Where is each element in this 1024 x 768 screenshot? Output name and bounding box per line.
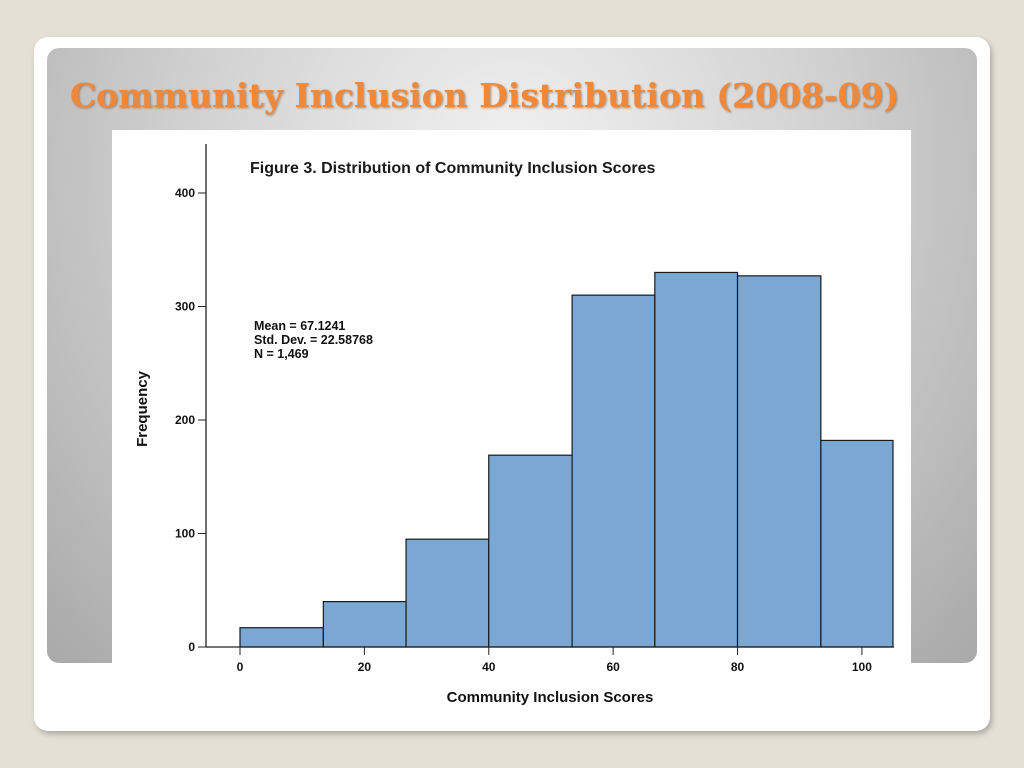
histogram-bar-5 [571,294,656,648]
x-tick-label: 40 [482,660,496,674]
y-tick-label: 0 [188,640,195,654]
stat-std-dev: Std. Dev. = 22.58768 [254,333,373,347]
histogram-bar-3 [405,538,490,648]
histogram-bar-1 [239,627,324,648]
histogram-bar-7 [736,275,822,648]
summary-stats: Mean = 67.1241 Std. Dev. = 22.58768 N = … [254,319,373,361]
histogram-bar-8 [820,439,894,648]
chart-title: Figure 3. Distribution of Community Incl… [250,160,655,177]
histogram-bar-4 [488,454,573,648]
x-axis-ticks: 0 20 40 60 80 100 [237,647,872,674]
y-tick-label: 200 [175,413,195,427]
y-axis-label: Frequency [134,370,151,447]
x-tick-label: 60 [606,660,620,674]
histogram-bars [239,271,894,648]
x-tick-label: 80 [731,660,745,674]
y-axis-ticks: 0 100 200 300 400 [175,186,206,654]
stat-mean: Mean = 67.1241 [254,319,345,333]
y-tick-label: 400 [175,186,195,200]
x-tick-label: 20 [358,660,372,674]
histogram-figure: Figure 3. Distribution of Community Incl… [112,130,911,728]
x-axis-label: Community Inclusion Scores [447,689,654,706]
y-tick-label: 300 [175,300,195,314]
x-tick-label: 100 [852,660,872,674]
y-tick-label: 100 [175,527,195,541]
histogram-bar-6 [654,271,739,648]
histogram-chart: Figure 3. Distribution of Community Incl… [134,144,894,706]
x-tick-label: 0 [237,660,244,674]
histogram-bar-2 [322,601,407,648]
stat-n: N = 1,469 [254,347,309,361]
slide-title: Community Inclusion Distribution (2008-0… [70,76,900,115]
